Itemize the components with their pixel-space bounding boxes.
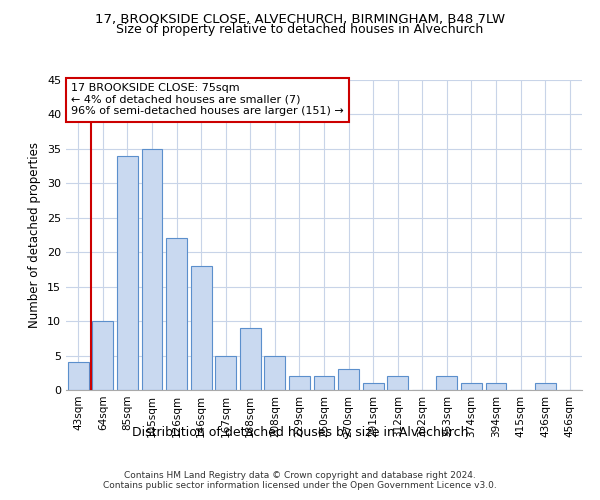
Bar [535,383,556,390]
Bar [461,383,482,390]
Text: Contains HM Land Registry data © Crown copyright and database right 2024.: Contains HM Land Registry data © Crown c… [124,472,476,480]
Bar [142,149,163,390]
Bar [362,383,383,390]
Bar [387,376,408,390]
Bar [289,376,310,390]
Bar [166,238,187,390]
Bar [436,376,457,390]
Bar [265,356,286,390]
Text: 17 BROOKSIDE CLOSE: 75sqm
← 4% of detached houses are smaller (7)
96% of semi-de: 17 BROOKSIDE CLOSE: 75sqm ← 4% of detach… [71,83,344,116]
Bar [92,321,113,390]
Bar [314,376,334,390]
Bar [117,156,138,390]
Bar [240,328,261,390]
Bar [215,356,236,390]
Bar [68,362,89,390]
Text: Distribution of detached houses by size in Alvechurch: Distribution of detached houses by size … [132,426,468,439]
Bar [191,266,212,390]
Bar [485,383,506,390]
Bar [338,370,359,390]
Y-axis label: Number of detached properties: Number of detached properties [28,142,41,328]
Text: Size of property relative to detached houses in Alvechurch: Size of property relative to detached ho… [116,22,484,36]
Text: Contains public sector information licensed under the Open Government Licence v3: Contains public sector information licen… [103,482,497,490]
Text: 17, BROOKSIDE CLOSE, ALVECHURCH, BIRMINGHAM, B48 7LW: 17, BROOKSIDE CLOSE, ALVECHURCH, BIRMING… [95,12,505,26]
